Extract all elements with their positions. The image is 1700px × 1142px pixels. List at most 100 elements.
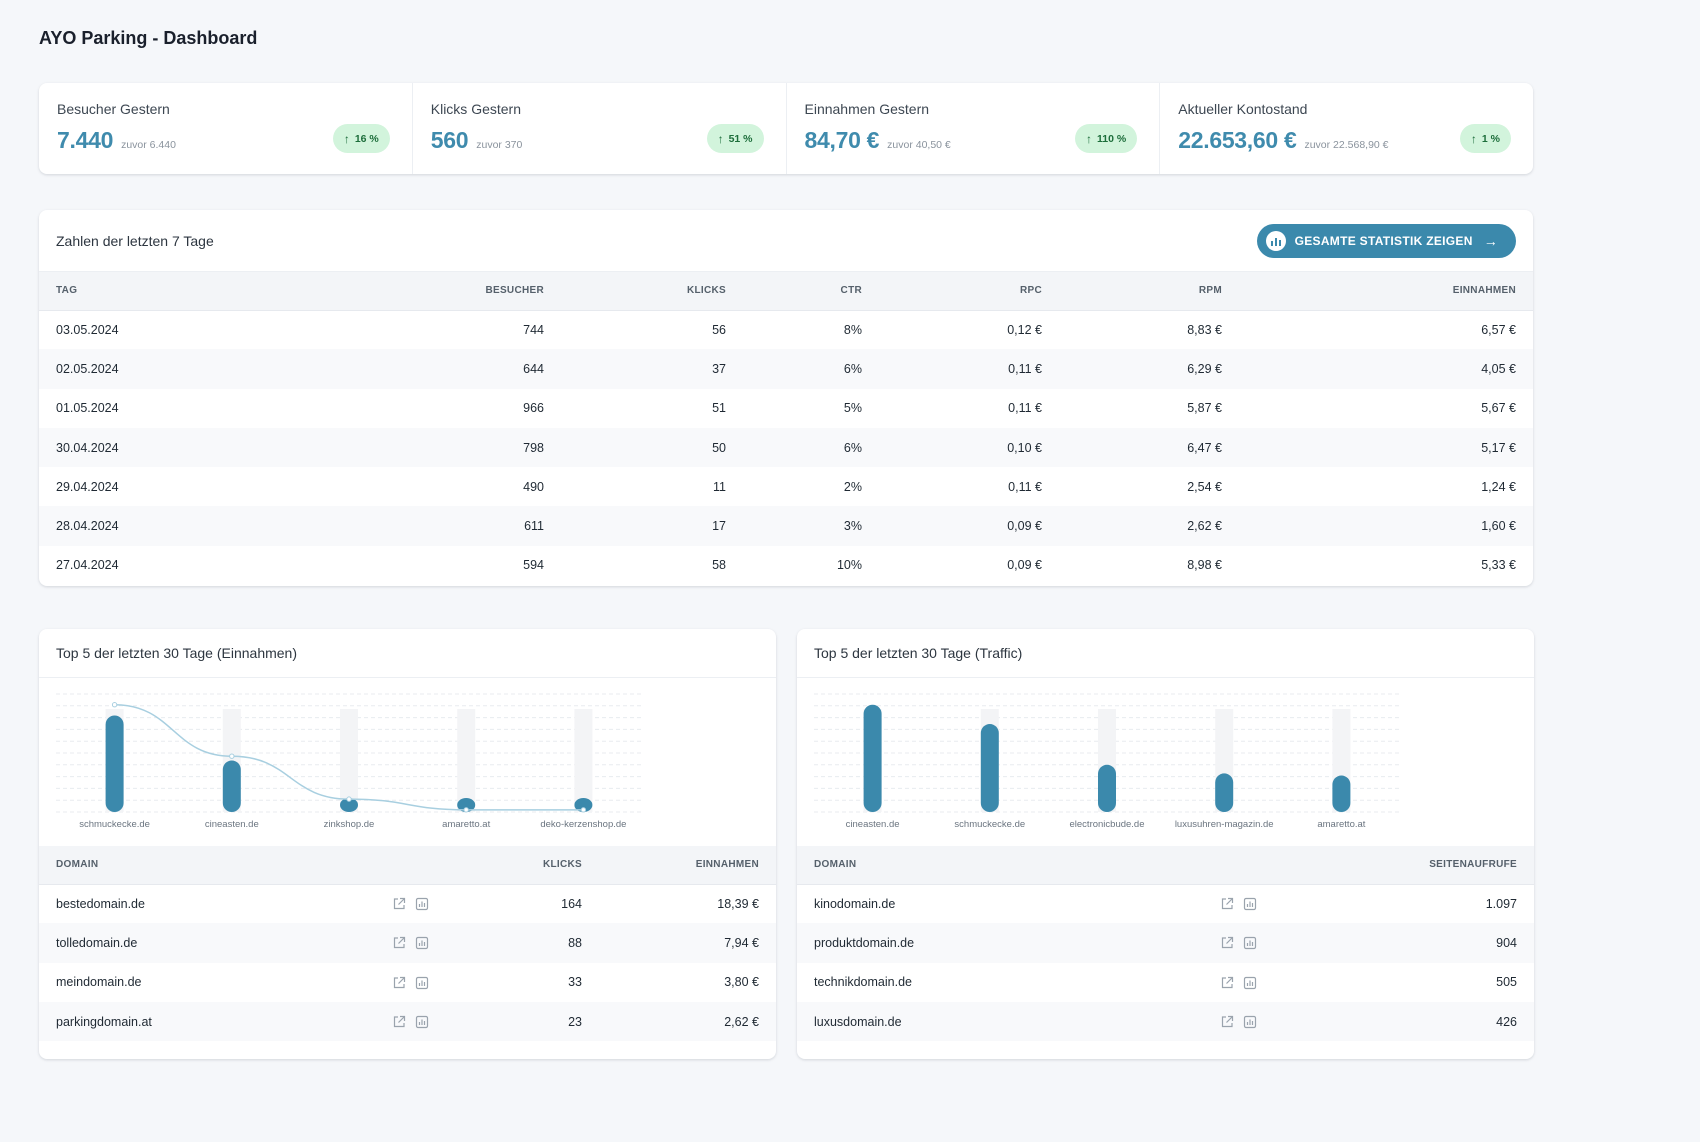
statistics-icon[interactable] xyxy=(415,936,429,950)
row-actions xyxy=(1197,884,1277,923)
kpi-previous: zuvor 22.568,90 € xyxy=(1304,139,1389,151)
line-point xyxy=(463,807,469,813)
external-link-icon[interactable] xyxy=(392,1015,406,1029)
kpi-clicks: Klicks Gestern 560 zuvor 370 ↑ 51 % xyxy=(413,83,787,174)
table-cell: 6,57 € xyxy=(1481,322,1516,337)
table-row: 01.05.2024 966 51 5% 0,11 € 5,87 € 5,67 € xyxy=(39,389,1533,428)
page-title: AYO Parking - Dashboard xyxy=(39,28,258,48)
table-cell: 1,60 € xyxy=(1239,506,1533,546)
revenue-cell: 3,80 € xyxy=(724,975,759,990)
statistics-icon[interactable] xyxy=(1243,1015,1257,1029)
table-cell: 10% xyxy=(836,558,862,573)
domain-cell[interactable]: meindomain.de xyxy=(56,975,142,990)
column-header[interactable]: EINNAHMEN xyxy=(1239,272,1533,311)
table-cell: 0,11 € xyxy=(1008,479,1042,494)
table-cell: 51 xyxy=(712,401,726,416)
table-cell: 3% xyxy=(743,506,879,546)
statistics-icon[interactable] xyxy=(1243,936,1257,950)
domain-cell[interactable]: tolledomain.de xyxy=(39,923,369,963)
table-cell: 2,62 € xyxy=(1059,506,1239,546)
pageviews-cell: 904 xyxy=(1277,923,1534,963)
button-label: GESAMTE STATISTIK ZEIGEN xyxy=(1294,234,1473,248)
domain-cell[interactable]: produktdomain.de xyxy=(797,923,1197,963)
table-row: tolledomain.de 88 7,94 € xyxy=(39,923,776,963)
tick-label: schmuckecke.de xyxy=(79,819,150,830)
bar-track xyxy=(457,709,476,812)
external-link-icon[interactable] xyxy=(392,976,406,990)
statistics-icon[interactable] xyxy=(415,1015,429,1029)
table-cell: 8,98 € xyxy=(1187,558,1222,573)
external-link-icon[interactable] xyxy=(392,897,406,911)
table-cell: 0,11 € xyxy=(879,349,1059,389)
domain-cell[interactable]: kinodomain.de xyxy=(814,896,896,911)
table-cell: 5% xyxy=(843,401,862,416)
line-point xyxy=(580,807,587,813)
column-header[interactable]: DOMAIN xyxy=(797,846,1197,885)
column-header[interactable]: EINNAHMEN xyxy=(599,846,776,885)
column-header xyxy=(1197,846,1277,885)
pageviews-cell: 1.097 xyxy=(1485,896,1517,911)
table-cell: 1,24 € xyxy=(1481,479,1516,494)
external-link-icon[interactable] xyxy=(1220,1015,1234,1029)
kpi-change: 16 % xyxy=(354,132,379,145)
chart-bar xyxy=(1215,773,1234,812)
table-cell: 8% xyxy=(843,322,862,337)
domain-cell[interactable]: parkingdomain.at xyxy=(39,1001,369,1042)
bar-chart-icon xyxy=(1265,231,1286,251)
kpi-value: 7.440 xyxy=(57,127,114,153)
table-cell: 490 xyxy=(523,479,544,494)
chart-bar xyxy=(1332,775,1351,812)
week-table: TAG BESUCHER KLICKS CTR RPC RPM EINNAHME… xyxy=(39,272,1533,585)
table-cell: 03.05.2024 xyxy=(56,322,119,337)
kpi-change: 1 % xyxy=(1481,132,1500,145)
column-header[interactable]: KLICKS xyxy=(449,846,599,885)
clicks-cell: 23 xyxy=(449,1001,599,1042)
column-header[interactable]: RPC xyxy=(879,272,1059,311)
table-cell: 56 xyxy=(712,322,726,337)
table-row: luxusdomain.de 426 xyxy=(797,1001,1534,1042)
table-cell: 0,11 € xyxy=(1008,401,1042,416)
domain-cell[interactable]: bestedomain.de xyxy=(56,896,145,911)
table-cell: 37 xyxy=(561,349,743,389)
show-full-statistics-button[interactable]: GESAMTE STATISTIK ZEIGEN → xyxy=(1256,224,1516,258)
kpi-value: 560 xyxy=(430,127,469,153)
clicks-cell: 33 xyxy=(568,975,582,990)
tick-label: zinkshop.de xyxy=(324,819,375,830)
domain-cell[interactable]: technikdomain.de xyxy=(814,975,912,990)
column-header[interactable]: RPM xyxy=(1059,272,1239,311)
table-row: 03.05.2024 744 56 8% 0,12 € 8,83 € 6,57 € xyxy=(39,310,1533,349)
statistics-icon[interactable] xyxy=(415,897,429,911)
chart-bar xyxy=(980,724,999,812)
domain-cell[interactable]: luxusdomain.de xyxy=(797,1001,1197,1042)
kpi-label: Besucher Gestern xyxy=(57,101,170,117)
external-link-icon[interactable] xyxy=(1220,897,1234,911)
statistics-icon[interactable] xyxy=(1243,976,1257,990)
arrow-right-icon: → xyxy=(1483,233,1498,249)
column-header xyxy=(369,846,449,885)
external-link-icon[interactable] xyxy=(1220,936,1234,950)
statistics-icon[interactable] xyxy=(415,976,429,990)
external-link-icon[interactable] xyxy=(1220,976,1234,990)
table-row: produktdomain.de 904 xyxy=(797,923,1534,963)
table-cell: 6,29 € xyxy=(1059,349,1239,389)
revenue-cell: 18,39 € xyxy=(717,896,759,911)
table-cell: 0,09 € xyxy=(1007,558,1042,573)
kpi-value: 22.653,60 € xyxy=(1178,127,1297,153)
column-header[interactable]: BESUCHER xyxy=(339,272,561,311)
bar-track xyxy=(340,709,358,812)
column-header[interactable]: TAG xyxy=(39,272,339,311)
table-cell: 2% xyxy=(843,479,862,494)
tick-label: cineasten.de xyxy=(205,819,259,830)
column-header[interactable]: CTR xyxy=(743,272,879,311)
kpi-previous: zuvor 40,50 € xyxy=(887,139,951,151)
external-link-icon[interactable] xyxy=(392,936,406,950)
table-row: 28.04.2024 611 17 3% 0,09 €2,62 €1,60 € xyxy=(39,506,1533,546)
statistics-icon[interactable] xyxy=(1243,897,1257,911)
column-header[interactable]: KLICKS xyxy=(561,272,743,311)
table-cell: 644 xyxy=(339,349,561,389)
table-cell: 5,67 € xyxy=(1481,401,1516,416)
column-header[interactable]: DOMAIN xyxy=(39,846,369,885)
column-header[interactable]: SEITENAUFRUFE xyxy=(1277,846,1534,885)
chart-bar xyxy=(222,760,241,812)
kpi-label: Aktueller Kontostand xyxy=(1178,101,1308,117)
